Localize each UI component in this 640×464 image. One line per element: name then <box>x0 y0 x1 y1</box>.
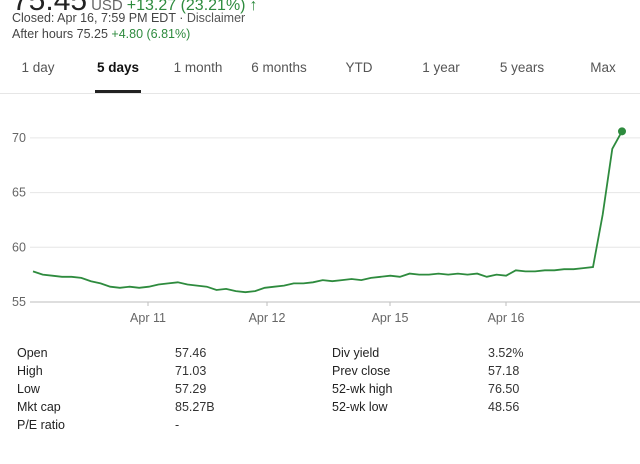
stat-value-pe-ratio: - <box>175 418 180 432</box>
stat-label-div-yield: Div yield <box>332 346 380 360</box>
stat-label-low: Low <box>17 382 40 396</box>
chart-grid <box>30 137 640 303</box>
after-hours-price: After hours 75.25 <box>12 27 108 41</box>
y-tick-label: 70 <box>12 131 26 145</box>
y-tick-label: 65 <box>12 186 26 200</box>
x-axis: Apr 11 Apr 12 Apr 15 Apr 16 <box>130 302 524 325</box>
x-tick-label: Apr 15 <box>372 311 409 325</box>
x-tick-label: Apr 11 <box>130 311 166 325</box>
disclaimer-link[interactable]: Disclaimer <box>186 11 246 25</box>
tab-1-month[interactable]: 1 month <box>173 60 223 75</box>
tab-6-months[interactable]: 6 months <box>251 60 307 75</box>
price-change: +13.27 (23.21%) <box>126 0 246 14</box>
tab-5-days[interactable]: 5 days <box>96 60 140 75</box>
market-status: Closed: Apr 16, 7:59 PM EDT · Disclaimer <box>12 11 245 25</box>
currency-label: USD <box>91 0 123 14</box>
tabs-divider <box>0 93 640 94</box>
stat-value-prev-close: 57.18 <box>488 364 520 378</box>
stat-value-div-yield: 3.52% <box>488 346 524 360</box>
quote-header: 75.45 USD +13.27 (23.21%) ↑ <box>12 0 258 18</box>
tab-ytd[interactable]: YTD <box>345 60 373 75</box>
after-hours: After hours 75.25 +4.80 (6.81%) <box>12 27 190 41</box>
stat-value-52wk-low: 48.56 <box>488 400 520 414</box>
current-price: 75.45 <box>12 0 88 17</box>
y-tick-label: 60 <box>12 240 26 254</box>
tab-1-day[interactable]: 1 day <box>21 60 55 75</box>
stat-label-52wk-high: 52-wk high <box>332 382 393 396</box>
stat-value-low: 57.29 <box>175 382 207 396</box>
stat-value-52wk-high: 76.50 <box>488 382 520 396</box>
stat-value-high: 71.03 <box>175 364 207 378</box>
last-price-point <box>618 127 626 136</box>
x-tick-label: Apr 16 <box>488 311 525 325</box>
stat-label-prev-close: Prev close <box>332 364 391 378</box>
tab-5-years[interactable]: 5 years <box>499 60 545 75</box>
active-tab-indicator <box>95 90 141 93</box>
price-chart[interactable]: 55 60 65 70 Apr 11 Apr 12 Apr 15 Apr 16 <box>0 96 640 336</box>
status-text: Closed: Apr 16, 7:59 PM EDT · <box>12 11 187 25</box>
stat-label-high: High <box>17 364 43 378</box>
stat-label-52wk-low: 52-wk low <box>332 400 388 414</box>
stat-label-open: Open <box>17 346 48 360</box>
tab-max[interactable]: Max <box>590 60 616 75</box>
y-axis: 55 60 65 70 <box>12 131 26 309</box>
range-tabs: 1 day 5 days 1 month 6 months YTD 1 year… <box>0 58 640 94</box>
up-arrow-icon: ↑ <box>249 0 258 14</box>
y-tick-label: 55 <box>12 295 26 309</box>
stat-label-pe-ratio: P/E ratio <box>17 418 65 432</box>
after-hours-change: +4.80 (6.81%) <box>111 27 191 41</box>
stat-value-open: 57.46 <box>175 346 207 360</box>
stat-value-mkt-cap: 85.27B <box>175 400 215 414</box>
tab-1-year[interactable]: 1 year <box>422 60 460 75</box>
price-series-line <box>32 130 623 294</box>
stat-label-mkt-cap: Mkt cap <box>17 400 61 414</box>
x-tick-label: Apr 12 <box>249 311 286 325</box>
